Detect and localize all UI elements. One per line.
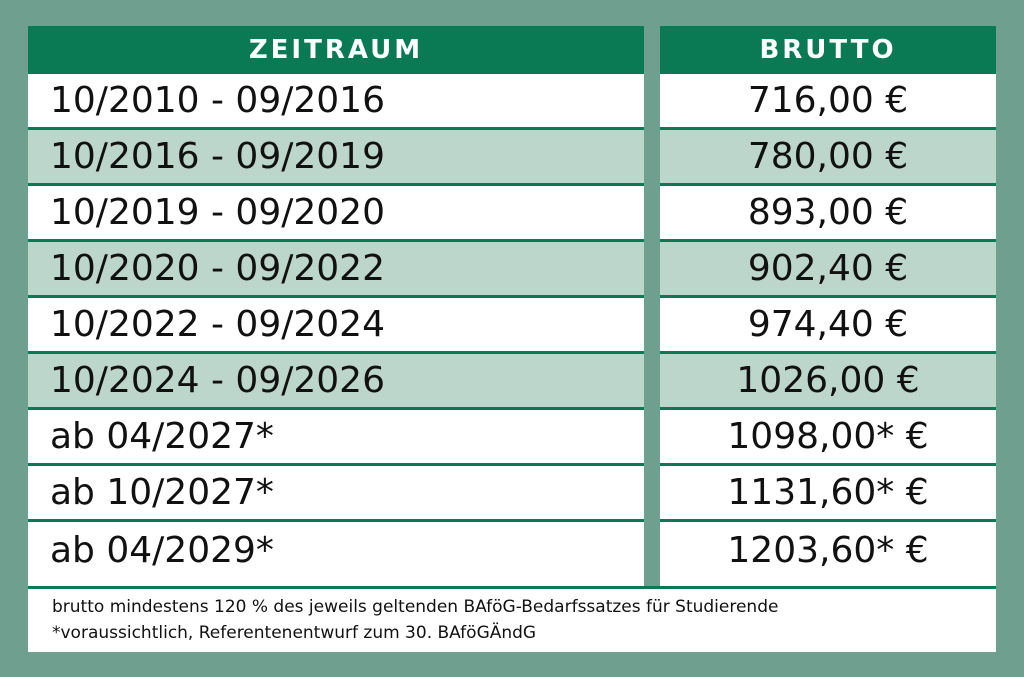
gross-cell: 974,40 € (747, 304, 909, 345)
footnote-draft: *voraussichtlich, Referentenentwurf zum … (52, 623, 537, 643)
header-gross: BRUTTO (660, 26, 996, 74)
gross-cell: 1203,60* € (727, 529, 929, 571)
table-row: 10/2016 - 09/2019 (28, 130, 644, 186)
table-row: ab 04/2027* (28, 410, 644, 466)
salary-table: ZEITRAUM 10/2010 - 09/2016 10/2016 - 09/… (28, 26, 996, 586)
table-row: 1026,00 € (660, 354, 996, 410)
gross-cell: 1026,00 € (736, 360, 920, 401)
header-period: ZEITRAUM (28, 26, 644, 74)
period-cell: 10/2016 - 09/2019 (50, 136, 385, 177)
gross-cell: 1131,60* € (727, 472, 929, 513)
table-row: 780,00 € (660, 130, 996, 186)
table-row: 902,40 € (660, 242, 996, 298)
table-row: 10/2020 - 09/2022 (28, 242, 644, 298)
table-row: 1203,60* € (660, 522, 996, 578)
gross-cell: 716,00 € (747, 80, 909, 121)
table-row: 974,40 € (660, 298, 996, 354)
period-column: ZEITRAUM 10/2010 - 09/2016 10/2016 - 09/… (28, 26, 644, 578)
period-cell: 10/2019 - 09/2020 (50, 192, 385, 233)
gross-cell: 893,00 € (747, 192, 909, 233)
period-cell: 10/2020 - 09/2022 (50, 248, 385, 289)
table-row: 10/2022 - 09/2024 (28, 298, 644, 354)
table-row: 10/2019 - 09/2020 (28, 186, 644, 242)
footer-divider (28, 586, 996, 589)
table-row: ab 10/2027* (28, 466, 644, 522)
gross-cell: 1098,00* € (727, 416, 929, 457)
footnotes: brutto mindestens 120 % des jeweils gelt… (52, 594, 982, 646)
table-row: ab 04/2029* (28, 522, 644, 578)
period-cell: ab 10/2027* (50, 472, 274, 513)
gross-column: BRUTTO 716,00 € 780,00 € 893,00 € 902,40… (660, 26, 996, 578)
period-cell: ab 04/2029* (50, 529, 274, 571)
footnote-gross: brutto mindestens 120 % des jeweils gelt… (52, 597, 779, 617)
period-cell: ab 04/2027* (50, 416, 274, 457)
table-row: 1098,00* € (660, 410, 996, 466)
column-divider (644, 26, 660, 586)
table-row: 1131,60* € (660, 466, 996, 522)
table-row: 10/2024 - 09/2026 (28, 354, 644, 410)
gross-cell: 780,00 € (747, 136, 909, 177)
table-row: 893,00 € (660, 186, 996, 242)
table-panel: ZEITRAUM 10/2010 - 09/2016 10/2016 - 09/… (28, 26, 996, 652)
table-row: 716,00 € (660, 74, 996, 130)
gross-cell: 902,40 € (747, 248, 909, 289)
period-cell: 10/2022 - 09/2024 (50, 304, 385, 345)
table-row: 10/2010 - 09/2016 (28, 74, 644, 130)
period-cell: 10/2010 - 09/2016 (50, 80, 385, 121)
period-cell: 10/2024 - 09/2026 (50, 360, 385, 401)
